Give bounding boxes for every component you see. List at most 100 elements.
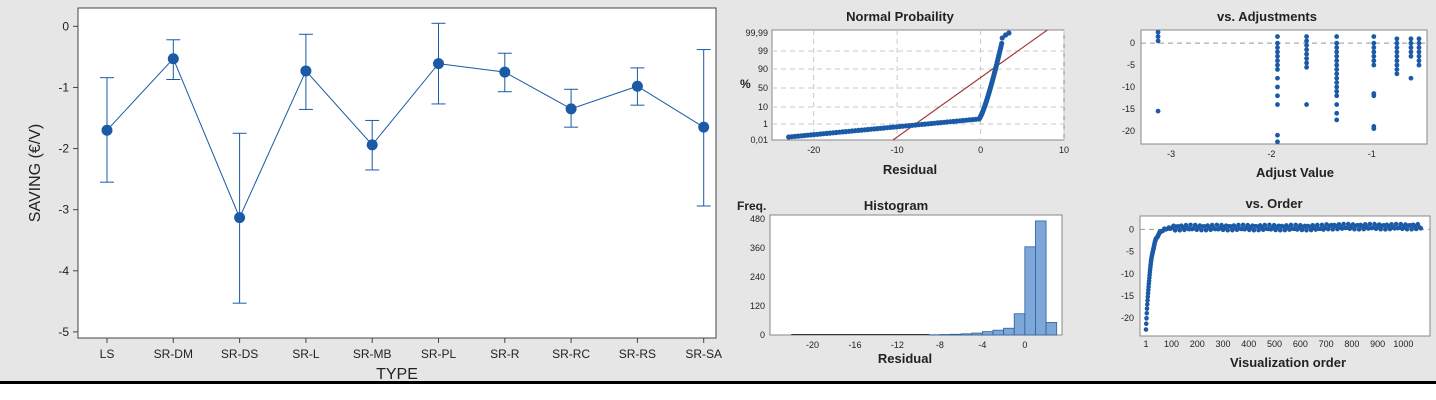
interval-x-tick-label: SR-R <box>490 347 520 361</box>
adjust-point <box>1304 56 1309 61</box>
order-point <box>1277 227 1283 233</box>
hist-bar <box>1035 220 1047 336</box>
adjust-point <box>1371 53 1377 59</box>
bottom-rule <box>0 381 1436 384</box>
interval-y-tick-label: 0 <box>62 19 69 33</box>
order-point <box>1345 221 1351 227</box>
order-point <box>1330 227 1336 232</box>
adjust-point <box>1304 60 1309 66</box>
adjust-point <box>1275 102 1280 107</box>
normprob-point <box>999 35 1005 41</box>
adjust-y-tick-label: -10 <box>1122 82 1135 92</box>
order-x-tick-label: 200 <box>1190 339 1205 349</box>
adjust-point <box>1394 45 1400 50</box>
normal-probability-title: Normal Probaility <box>846 9 954 24</box>
hist-bar <box>992 329 1004 336</box>
adjust-point <box>1334 93 1340 99</box>
order-point <box>1143 321 1149 327</box>
adjust-point <box>1394 53 1400 59</box>
adjust-point <box>1275 40 1280 46</box>
normal-probability-area <box>771 29 1065 141</box>
order-x-tick-label: 800 <box>1344 339 1359 349</box>
adjust-point <box>1371 40 1377 46</box>
order-point <box>1267 222 1272 228</box>
adjust-x-tick-label: -3 <box>1167 149 1175 159</box>
order-point <box>1240 222 1246 228</box>
adjust-point <box>1334 117 1340 123</box>
adjust-point <box>1275 45 1280 50</box>
hist-x-tick-label: 0 <box>1022 340 1027 350</box>
adjust-point <box>1275 84 1280 90</box>
order-x-tick-label: 1 <box>1143 339 1148 349</box>
adjust-point <box>1155 29 1161 35</box>
order-point <box>1372 221 1377 227</box>
adjust-y-tick-label: -20 <box>1122 126 1135 136</box>
interval-mean-point <box>300 65 312 77</box>
adjust-point <box>1334 88 1340 94</box>
order-y-tick-label: -15 <box>1121 291 1134 301</box>
order-point <box>1172 228 1178 233</box>
adjust-point <box>1334 34 1340 39</box>
adjust-point <box>1371 58 1377 64</box>
hist-bar <box>960 333 973 336</box>
interval-mean-line <box>106 57 704 219</box>
order-x-tick-label: 900 <box>1370 339 1385 349</box>
adjust-point <box>1371 62 1377 68</box>
normprob-point <box>1006 30 1012 36</box>
interval-mean-point <box>499 66 511 78</box>
order-point <box>1293 222 1298 228</box>
interval-x-tick-label: SR-DM <box>154 347 193 361</box>
normal-probability-x-label: Residual <box>883 162 937 177</box>
interval-y-tick-label: -4 <box>58 264 69 278</box>
normprob-y-tick-label: 50 <box>758 83 768 93</box>
interval-x-tick-label: SR-RS <box>619 347 656 361</box>
adjust-point <box>1275 53 1280 59</box>
adjust-point <box>1334 67 1340 72</box>
order-point <box>1256 227 1261 233</box>
adjust-point <box>1408 53 1414 59</box>
adjust-point <box>1275 62 1280 68</box>
hist-y-tick-label: 480 <box>750 214 765 224</box>
order-x-tick-label: 700 <box>1319 339 1334 349</box>
order-point <box>1143 327 1149 332</box>
hist-x-tick-label: -20 <box>806 340 819 350</box>
adjust-point <box>1394 62 1400 68</box>
adjust-point <box>1416 45 1422 50</box>
interval-y-tick-label: -5 <box>58 325 69 339</box>
order-point <box>1356 227 1362 232</box>
normprob-y-tick-label: 10 <box>758 102 768 112</box>
adjust-point <box>1304 38 1309 44</box>
order-y-tick-label: -10 <box>1121 269 1134 279</box>
adjust-x-tick-label: -1 <box>1368 149 1376 159</box>
order-point <box>1378 226 1384 232</box>
adjust-point <box>1371 126 1377 132</box>
adjust-point <box>1371 93 1377 99</box>
adjust-point <box>1371 45 1377 50</box>
adjust-point <box>1416 40 1422 46</box>
order-x-tick-label: 100 <box>1164 339 1179 349</box>
adjust-y-tick-label: -5 <box>1127 60 1135 70</box>
normprob-x-tick-label: 0 <box>978 145 983 155</box>
adjust-point <box>1304 34 1309 39</box>
adjust-point <box>1275 67 1280 72</box>
interval-plot: 0 -1 -2 -3 -4 -5 LS SR-DM SR-DS SR-L SR-MB SR-PL SR-… <box>27 7 722 383</box>
histogram-plot: Histogram Freq. 0 120 240 360 480 -20 -16 -12 -8… <box>737 198 1063 366</box>
order-point <box>1341 221 1346 227</box>
adjust-point <box>1394 71 1400 77</box>
hist-x-tick-label: -8 <box>936 340 944 350</box>
hist-bar <box>950 333 962 336</box>
order-x-tick-label: 300 <box>1216 339 1231 349</box>
adjust-point <box>1275 132 1280 138</box>
interval-x-tick-label: SR-SA <box>685 347 722 361</box>
adjust-point <box>1408 45 1414 50</box>
interval-x-tick-label: SR-RC <box>552 347 590 361</box>
interval-plot-area <box>77 7 717 339</box>
order-point <box>1418 226 1424 231</box>
adjust-point <box>1334 62 1340 68</box>
order-point <box>1315 222 1320 228</box>
adjust-point <box>1275 139 1280 145</box>
interval-mean-point <box>234 212 246 224</box>
order-point <box>1144 310 1150 316</box>
order-point <box>1203 227 1209 233</box>
